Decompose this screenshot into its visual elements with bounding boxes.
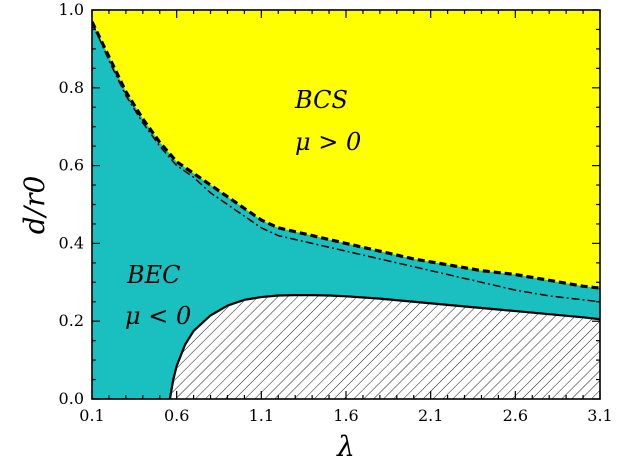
x-tick-label: 2.1	[418, 406, 443, 425]
bcs-label: BCS	[294, 86, 348, 114]
x-tick-label: 1.6	[333, 406, 358, 425]
x-tick-label: 3.1	[587, 406, 612, 425]
y-tick-label: 0.8	[59, 78, 84, 97]
bec-label: BEC	[126, 261, 181, 289]
solid-boundary-line-2	[168, 294, 600, 399]
y-axis-label: d/r0	[18, 176, 51, 235]
dash-dot-boundary-line-1	[92, 21, 600, 303]
x-tick-label: 1.1	[249, 406, 274, 425]
hatched-region	[169, 295, 600, 399]
y-tick-label: 0.6	[59, 156, 84, 175]
bcs-region	[92, 10, 600, 289]
y-tick-label: 0.0	[59, 389, 84, 408]
bec-condition-label: μ < 0	[125, 302, 191, 330]
y-tick-label: 1.0	[59, 0, 84, 19]
bcs-condition-label: μ > 0	[295, 128, 361, 156]
y-tick-label: 0.2	[59, 311, 84, 330]
x-tick-label: 2.6	[503, 406, 528, 425]
dashed-boundary-line-0	[92, 20, 600, 290]
y-tick-label: 0.4	[59, 233, 84, 252]
x-axis-label: λ	[336, 430, 355, 463]
x-tick-label: 0.6	[164, 406, 189, 425]
x-tick-label: 0.1	[79, 406, 104, 425]
